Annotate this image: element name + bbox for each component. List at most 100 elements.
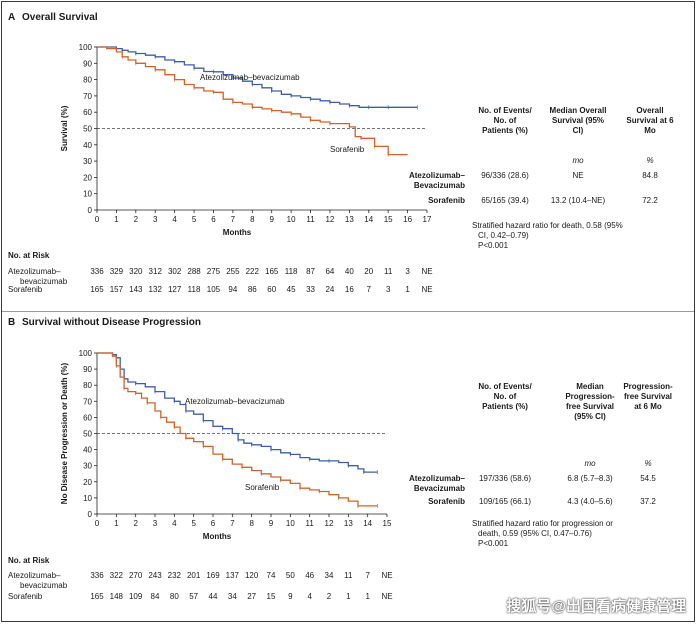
chart-a-risk-cell: 16 [345, 285, 354, 294]
chart-a-series-sorafenib-line [97, 46, 408, 156]
chart-b-risk-cell: 232 [168, 571, 182, 580]
chart-a-table-median: 13.2 (10.4–NE) [551, 196, 606, 205]
chart-a-x-tick-label: 6 [211, 215, 216, 224]
chart-b-series-label-sorafenib: Sorafenib [245, 483, 280, 492]
chart-a-table-header: Overall Survival at 6 Mo [626, 106, 674, 135]
chart-b-x-tick-label: 6 [211, 519, 216, 528]
panel-divider [2, 311, 694, 312]
chart-b-y-tick-label: 50 [83, 430, 92, 439]
chart-a-x-tick-label: 3 [153, 215, 158, 224]
chart-b-x-tick-label: 5 [191, 519, 196, 528]
panel-b-title: Survival without Disease Progression [22, 317, 201, 328]
chart-a-risk-cell: 118 [285, 267, 298, 276]
chart-a-y-tick-label: 50 [83, 125, 92, 134]
chart-a-risk-cell: NE [421, 267, 432, 276]
chart-b-risk-cell: 84 [151, 592, 160, 601]
chart-a-x-tick-label: 2 [134, 215, 139, 224]
chart-a-risk-cell: 24 [325, 285, 334, 294]
chart-b-risk-cell: 4 [307, 592, 312, 601]
chart-b-risk-cell: 80 [170, 592, 179, 601]
chart-a-risk-cell: 143 [129, 285, 143, 294]
chart-a-x-tick-label: 8 [250, 215, 255, 224]
chart-a-x-tick-label: 11 [306, 215, 315, 224]
chart-a-risk-cell: 64 [325, 267, 334, 276]
chart-b-y-tick-label: 40 [83, 446, 92, 455]
chart-a-x-tick-label: 12 [325, 215, 334, 224]
chart-a-risk-cell: 302 [168, 267, 182, 276]
chart-a-x-tick-label: 7 [231, 215, 236, 224]
chart-b-x-tick-label: 10 [286, 519, 295, 528]
chart-b-risk-cell: 11 [344, 571, 353, 580]
chart-b-x-axis-label: Months [203, 532, 232, 541]
chart-a-risk-cell: 127 [168, 285, 182, 294]
chart-b-series-label-atezolizumab: Atezolizumab–bevacizumab [185, 397, 285, 406]
chart-b-table-events: 197/336 (58.6) [479, 474, 531, 483]
chart-b-risk-cell: 9 [288, 592, 293, 601]
chart-b-table-row-label: Atezolizumab– Bevacizumab [409, 474, 466, 493]
chart-b-risk-row-label-cont: bevacizumab [20, 581, 68, 590]
chart-a-risk-cell: NE [421, 285, 432, 294]
chart-a-risk-cell: 222 [246, 267, 260, 276]
chart-a-risk-cell: 40 [345, 267, 354, 276]
chart-a-risk-cell: 20 [364, 267, 373, 276]
chart-b-risk-row-label: Sorafenib [8, 592, 43, 601]
chart-a-risk-cell: 33 [306, 285, 315, 294]
chart-b-risk-cell: 201 [187, 571, 201, 580]
chart-b-x-tick-label: 4 [172, 519, 177, 528]
chart-a-table-header: Median Overall Survival (95% CI) [550, 106, 607, 135]
chart-a-table-events: 96/336 (28.6) [481, 171, 529, 180]
chart-b-risk-cell: 27 [247, 592, 256, 601]
panel-b-letter: B [8, 317, 16, 328]
chart-a-x-axis-label: Months [223, 228, 252, 237]
chart-a-table-row-label: Atezolizumab– Bevacizumab [409, 171, 466, 190]
chart-b-table-note: Stratified hazard ratio for progression … [472, 519, 613, 548]
panel-a-title: Overall Survival [22, 12, 98, 23]
chart-a-risk-cell: 45 [287, 285, 296, 294]
chart-b-x-tick-label: 3 [153, 519, 158, 528]
chart-b-series-sorafenib-line [97, 352, 378, 507]
chart-b-table-header: No. of Events/No. of Patients (%) [478, 382, 532, 411]
chart-b-x-tick-label: 14 [363, 519, 372, 528]
chart-b-y-axis-label: No Disease Progression or Death (%) [60, 362, 69, 504]
chart-a-risk-row-label-cont: bevacizumab [20, 277, 68, 286]
chart-a-risk-cell: 312 [149, 267, 163, 276]
chart-a-x-tick-label: 10 [287, 215, 296, 224]
chart-b-risk-cell: 7 [365, 571, 370, 580]
chart-b-risk-cell: 50 [286, 571, 295, 580]
chart-b-risk-cell: 57 [189, 592, 198, 601]
chart-b-x-tick-label: 8 [249, 519, 254, 528]
chart-a-risk-cell: 7 [367, 285, 372, 294]
chart-a-x-tick-label: 5 [192, 215, 197, 224]
chart-a-x-tick-label: 15 [384, 215, 393, 224]
chart-b-risk-cell: 322 [110, 571, 124, 580]
chart-b-risk-cell: 109 [129, 592, 143, 601]
chart-a-y-tick-label: 30 [83, 157, 92, 166]
chart-a-risk-cell: 118 [188, 285, 201, 294]
chart-a-risk-cell: 132 [149, 285, 163, 294]
chart-a-y-tick-label: 80 [83, 76, 92, 85]
chart-a-table-unit: mo [572, 156, 584, 165]
chart-a-risk-cell: 288 [187, 267, 201, 276]
chart-a-risk-cell: 60 [267, 285, 276, 294]
chart-a-y-tick-label: 40 [83, 141, 92, 150]
chart-a-table-unit: % [646, 156, 653, 165]
chart-b-table-median: 4.3 (4.0–5.6) [567, 497, 613, 506]
chart-a-risk-cell: 329 [110, 267, 124, 276]
chart-b-y-tick-label: 100 [79, 349, 93, 358]
chart-a-y-tick-label: 100 [79, 43, 93, 52]
chart-b-y-tick-label: 60 [83, 413, 92, 422]
chart-b-x-tick-label: 7 [230, 519, 235, 528]
chart-b-x-tick-label: 11 [306, 519, 315, 528]
chart-b-risk-cell: 270 [129, 571, 143, 580]
chart-b-risk-cell: 34 [325, 571, 334, 580]
chart-b-risk-cell: 137 [226, 571, 240, 580]
chart-a-x-tick-label: 9 [269, 215, 274, 224]
chart-b-x-tick-label: 1 [114, 519, 119, 528]
chart-b-table-events: 109/165 (66.1) [479, 497, 531, 506]
chart-a-risk-row-label: Sorafenib [8, 285, 43, 294]
chart-b-table-header: Progression-free Survival at 6 Mo [623, 382, 673, 411]
chart-b-x-tick-label: 15 [383, 519, 392, 528]
chart-b-y-tick-label: 20 [83, 478, 92, 487]
